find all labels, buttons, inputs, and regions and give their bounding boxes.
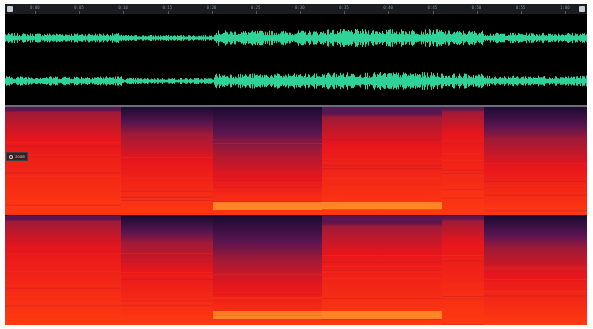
spectral-segment [121, 107, 213, 216]
timeline-ruler[interactable]: 0:00 0:05 0:10 0:15 0:20 0:25 0:30 0:35 0:40 0:45… [5, 4, 587, 14]
ruler-tick [167, 11, 169, 14]
view-divider[interactable] [5, 105, 587, 107]
spectral-segment [484, 107, 587, 216]
ruler-tick-label: 0:15 [162, 5, 173, 10]
ruler-tick-label: 0:05 [74, 5, 84, 10]
ruler-tick [123, 11, 125, 14]
ruler-tick-label: 0:55 [515, 5, 526, 10]
ruler-tick [79, 11, 81, 14]
playhead-icon[interactable] [7, 6, 13, 12]
spectral-segment [442, 107, 484, 216]
spectral-segment [5, 216, 121, 325]
spectral-segment [322, 216, 442, 325]
waveform-canvas [5, 29, 587, 90]
zoom-icon [9, 154, 13, 159]
ruler-tick [300, 11, 301, 14]
spectrogram-canvas [5, 107, 587, 325]
spectral-hot-band [213, 311, 322, 319]
ruler-tick-label: 0:10 [118, 5, 128, 10]
zoom-hud[interactable]: zoom [6, 152, 28, 161]
ruler-tick-label: 0:00 [30, 5, 40, 10]
spectral-segment [442, 216, 484, 325]
spectral-view[interactable]: zoom [5, 107, 587, 325]
waveform-channel-right [5, 72, 587, 90]
spectral-hot-band [322, 311, 442, 319]
ruler-tick-label: 0:30 [295, 5, 305, 10]
ruler-tick-label: 1:00 [560, 5, 570, 10]
ruler-tick-label: 0:35 [339, 5, 349, 10]
waveform-view[interactable] [5, 14, 587, 105]
ruler-tick [476, 11, 478, 14]
spectral-segment [5, 107, 121, 216]
ruler-tick-label: 0:20 [206, 5, 217, 10]
waveform-channel-left [5, 29, 587, 47]
spectral-segment [484, 216, 587, 325]
spectral-hot-band [213, 202, 322, 210]
ruler-tick [565, 11, 566, 14]
ruler-tick [255, 11, 257, 14]
ruler-tick [344, 11, 346, 14]
audio-editor-panel[interactable]: 0:00 0:05 0:10 0:15 0:20 0:25 0:30 0:35 0:40 0:45… [5, 4, 587, 325]
ruler-tick [35, 11, 36, 14]
spectral-segment [213, 107, 322, 216]
spectral-segment [213, 216, 322, 325]
spectral-segment [322, 107, 442, 216]
ruler-tick [432, 11, 434, 14]
spectral-hot-band [322, 202, 442, 210]
spectral-segment [121, 216, 213, 325]
ruler-tick [211, 11, 213, 14]
ruler-tick-label: 0:40 [383, 5, 393, 10]
menu-icon[interactable] [579, 6, 585, 12]
ruler-tick [388, 11, 390, 14]
ruler-tick-label: 0:50 [471, 5, 482, 10]
zoom-hud-label: zoom [15, 154, 25, 159]
ruler-tick-label: 0:25 [250, 5, 261, 10]
ruler-tick [520, 11, 522, 14]
ruler-tick-label: 0:45 [427, 5, 438, 10]
